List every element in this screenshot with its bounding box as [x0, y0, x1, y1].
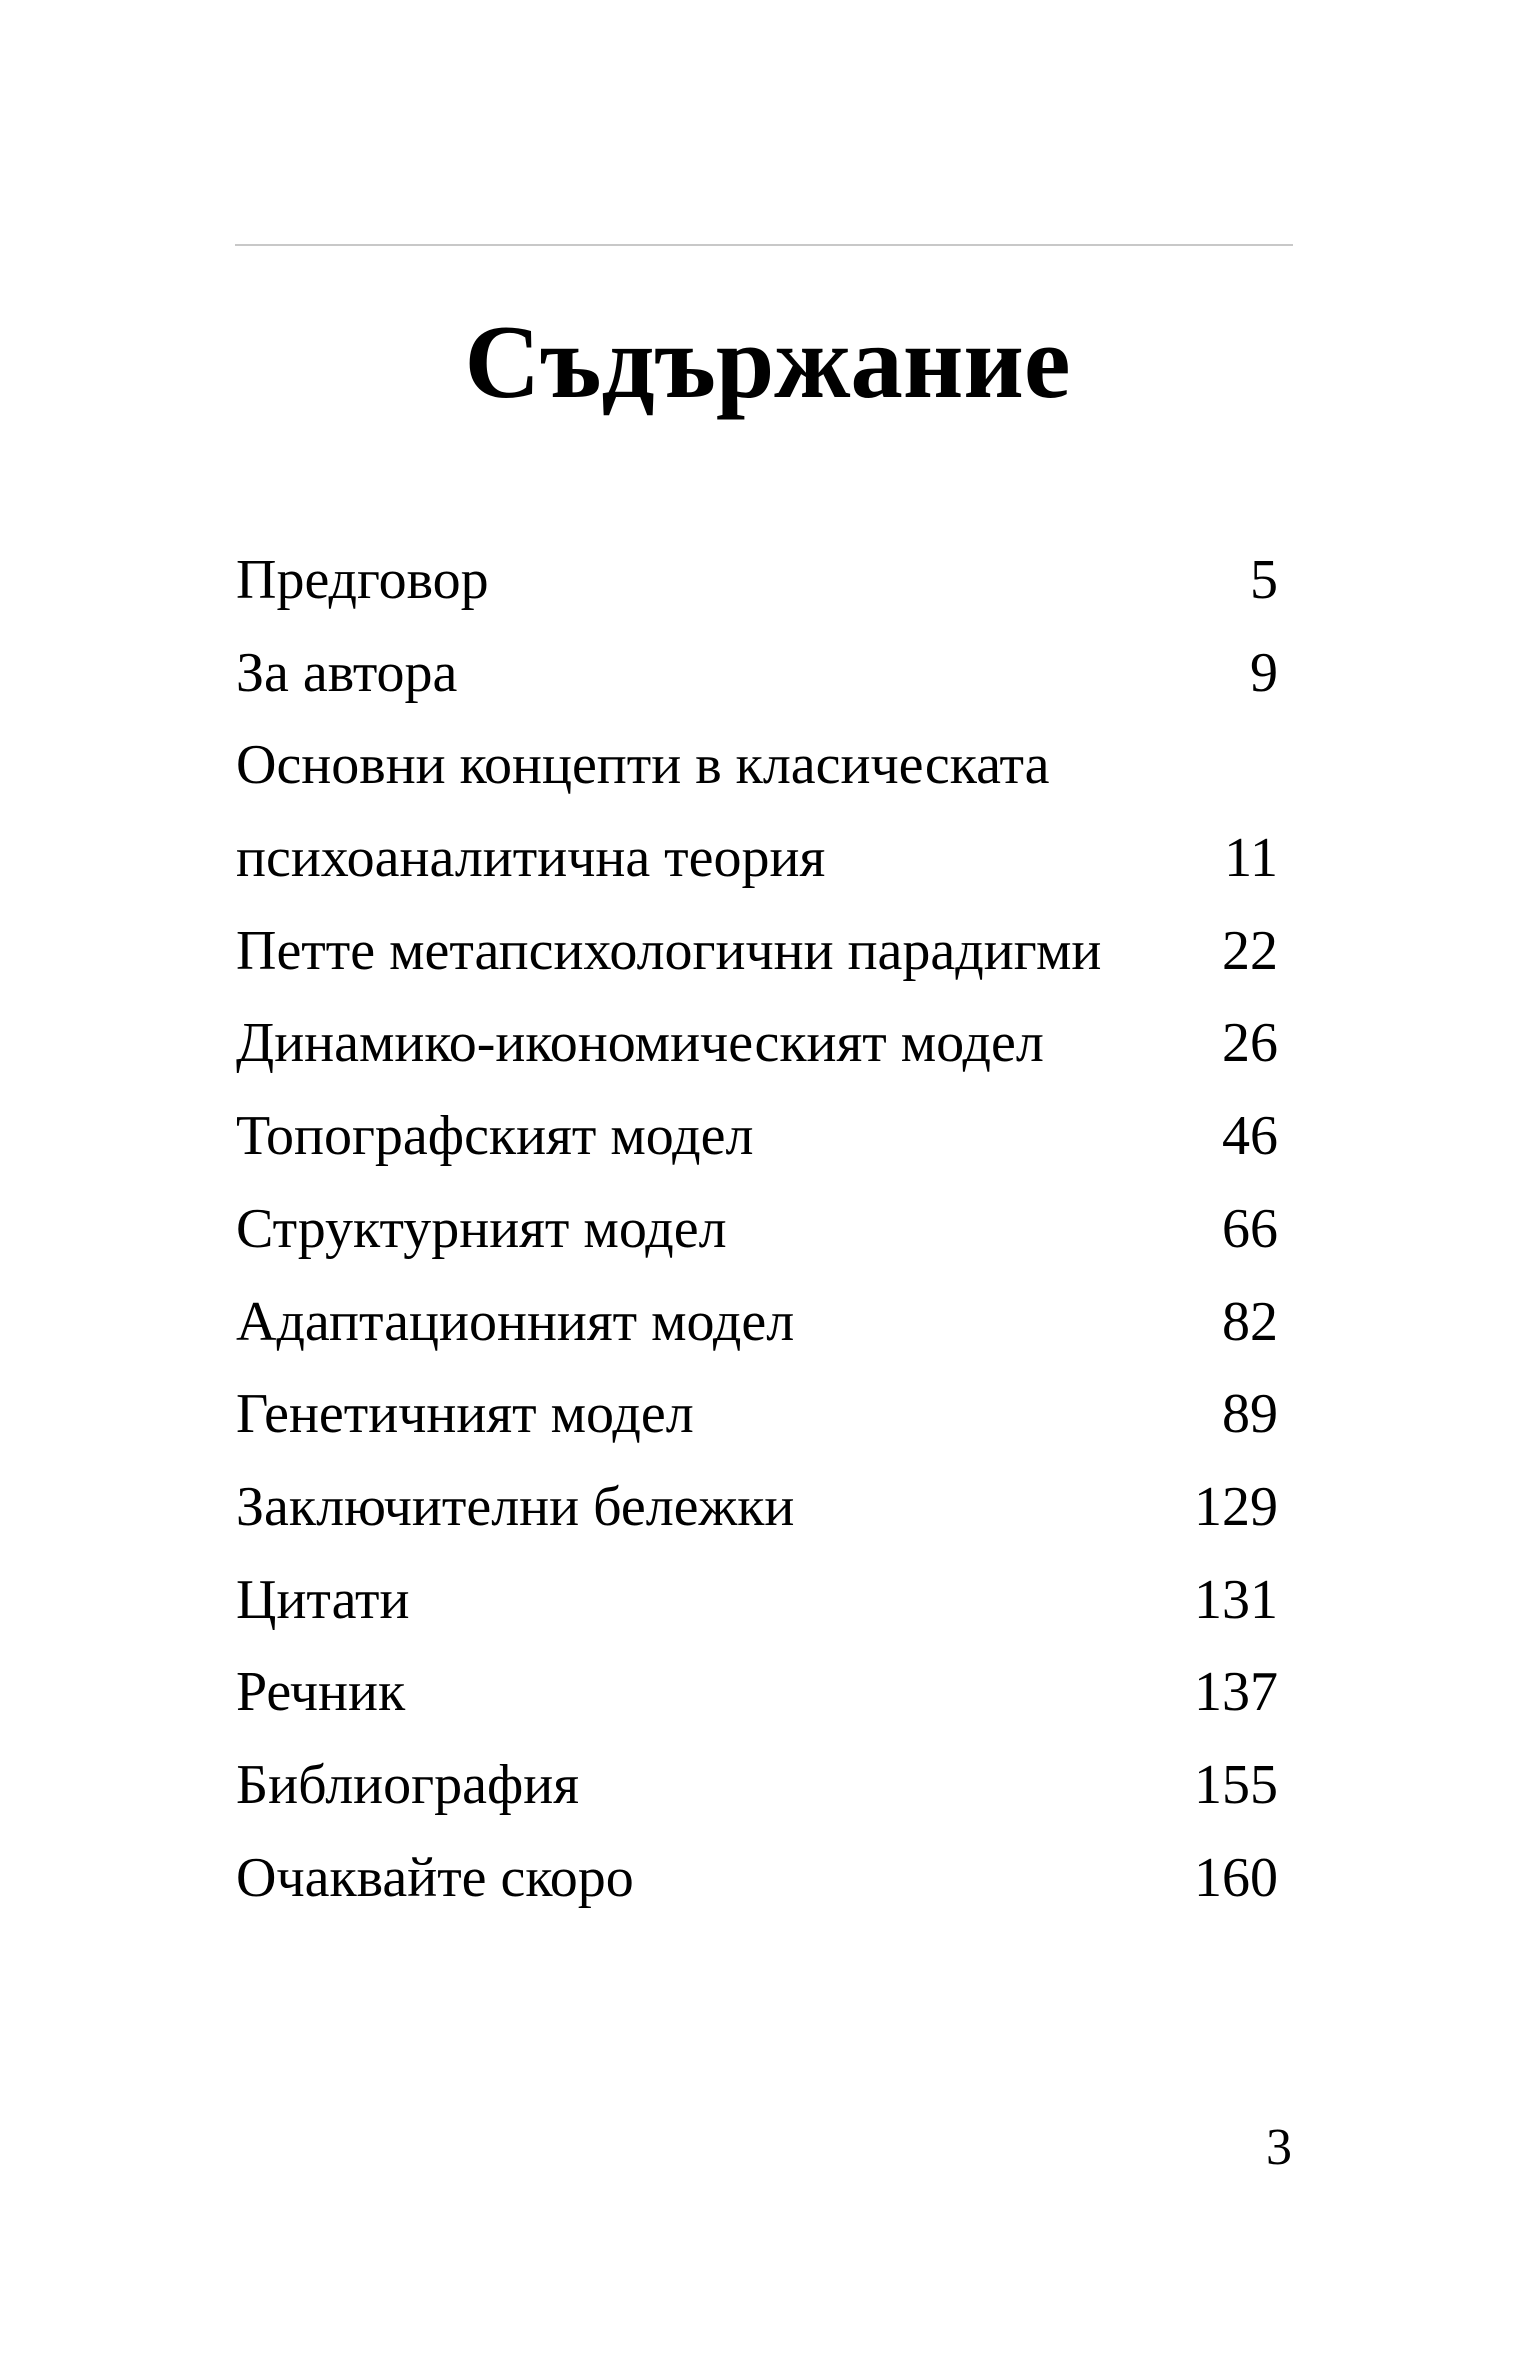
toc-entry-label: Топографският модел — [236, 1105, 754, 1168]
toc-entry-page: 11 — [1224, 827, 1278, 890]
toc-entry-page: 9 — [1250, 641, 1278, 704]
toc-entry-label: Динамико-икономическият модел — [236, 1012, 1044, 1075]
toc-entry-page: 129 — [1194, 1475, 1278, 1538]
toc-entry: Очаквайте скоро 160 — [236, 1832, 1278, 1925]
toc-entry: Основни концепти в класическата — [236, 719, 1278, 812]
toc-entry-label: Очаквайте скоро — [236, 1846, 634, 1909]
toc-entry-label: Цитати — [236, 1568, 410, 1631]
toc-entry-page: 26 — [1222, 1012, 1278, 1075]
toc-entry-page: 131 — [1194, 1568, 1278, 1631]
toc-entry-label: Заключителни бележки — [236, 1475, 795, 1538]
toc-entry-label: Структурният модел — [236, 1197, 727, 1260]
toc-entry-page: 66 — [1222, 1197, 1278, 1260]
toc-entry-page: 82 — [1222, 1290, 1278, 1353]
toc-entry: Генетичният модел 89 — [236, 1368, 1278, 1461]
toc-entry: Библиография 155 — [236, 1739, 1278, 1832]
toc-entry: Заключителни бележки 129 — [236, 1461, 1278, 1554]
toc-entry-page: 89 — [1222, 1383, 1278, 1446]
toc-entry: Структурният модел 66 — [236, 1183, 1278, 1276]
toc-entry: Речник 137 — [236, 1646, 1278, 1739]
toc-entry-page: 5 — [1250, 549, 1278, 611]
toc-entry-label: Адаптационният модел — [236, 1290, 795, 1353]
toc-entry-label: психоаналитична теория — [236, 827, 826, 890]
toc-entry: психоаналитична теория 11 — [236, 812, 1278, 905]
toc-entry-label: Библиография — [236, 1753, 579, 1816]
page-title: Съдържание — [464, 303, 1071, 420]
toc-entry-label: Генетичният модел — [236, 1383, 694, 1446]
page-number: 3 — [1266, 2119, 1292, 2176]
toc-entry-page: 155 — [1194, 1753, 1278, 1816]
toc-entry: Цитати 131 — [236, 1554, 1278, 1647]
toc-entry-label: Основни концепти в класическата — [236, 734, 1050, 797]
toc-entry: Адаптационният модел 82 — [236, 1276, 1278, 1369]
toc-entry-label: Петте метапсихологични парадигми — [236, 919, 1102, 982]
toc-entry-page: 22 — [1222, 919, 1278, 982]
toc-entry: Петте метапсихологични парадигми 22 — [236, 905, 1278, 998]
toc-entry-label: Речник — [236, 1661, 406, 1724]
table-of-contents: Предговор 5 За автора 9 Основни концепти в… — [236, 534, 1278, 1924]
toc-entry: Топографският модел 46 — [236, 1090, 1278, 1183]
toc-entry-page: 137 — [1194, 1661, 1278, 1724]
toc-entry-label: За автора — [236, 641, 458, 704]
toc-entry: За автора 9 — [236, 627, 1278, 720]
toc-entry-label: Предговор — [236, 549, 489, 611]
header-rule — [235, 244, 1293, 246]
toc-entry: Предговор 5 — [236, 534, 1278, 627]
toc-entry-page: 46 — [1222, 1105, 1278, 1168]
toc-entry: Динамико-икономическият модел 26 — [236, 997, 1278, 1090]
toc-entry-page: 160 — [1194, 1846, 1278, 1909]
